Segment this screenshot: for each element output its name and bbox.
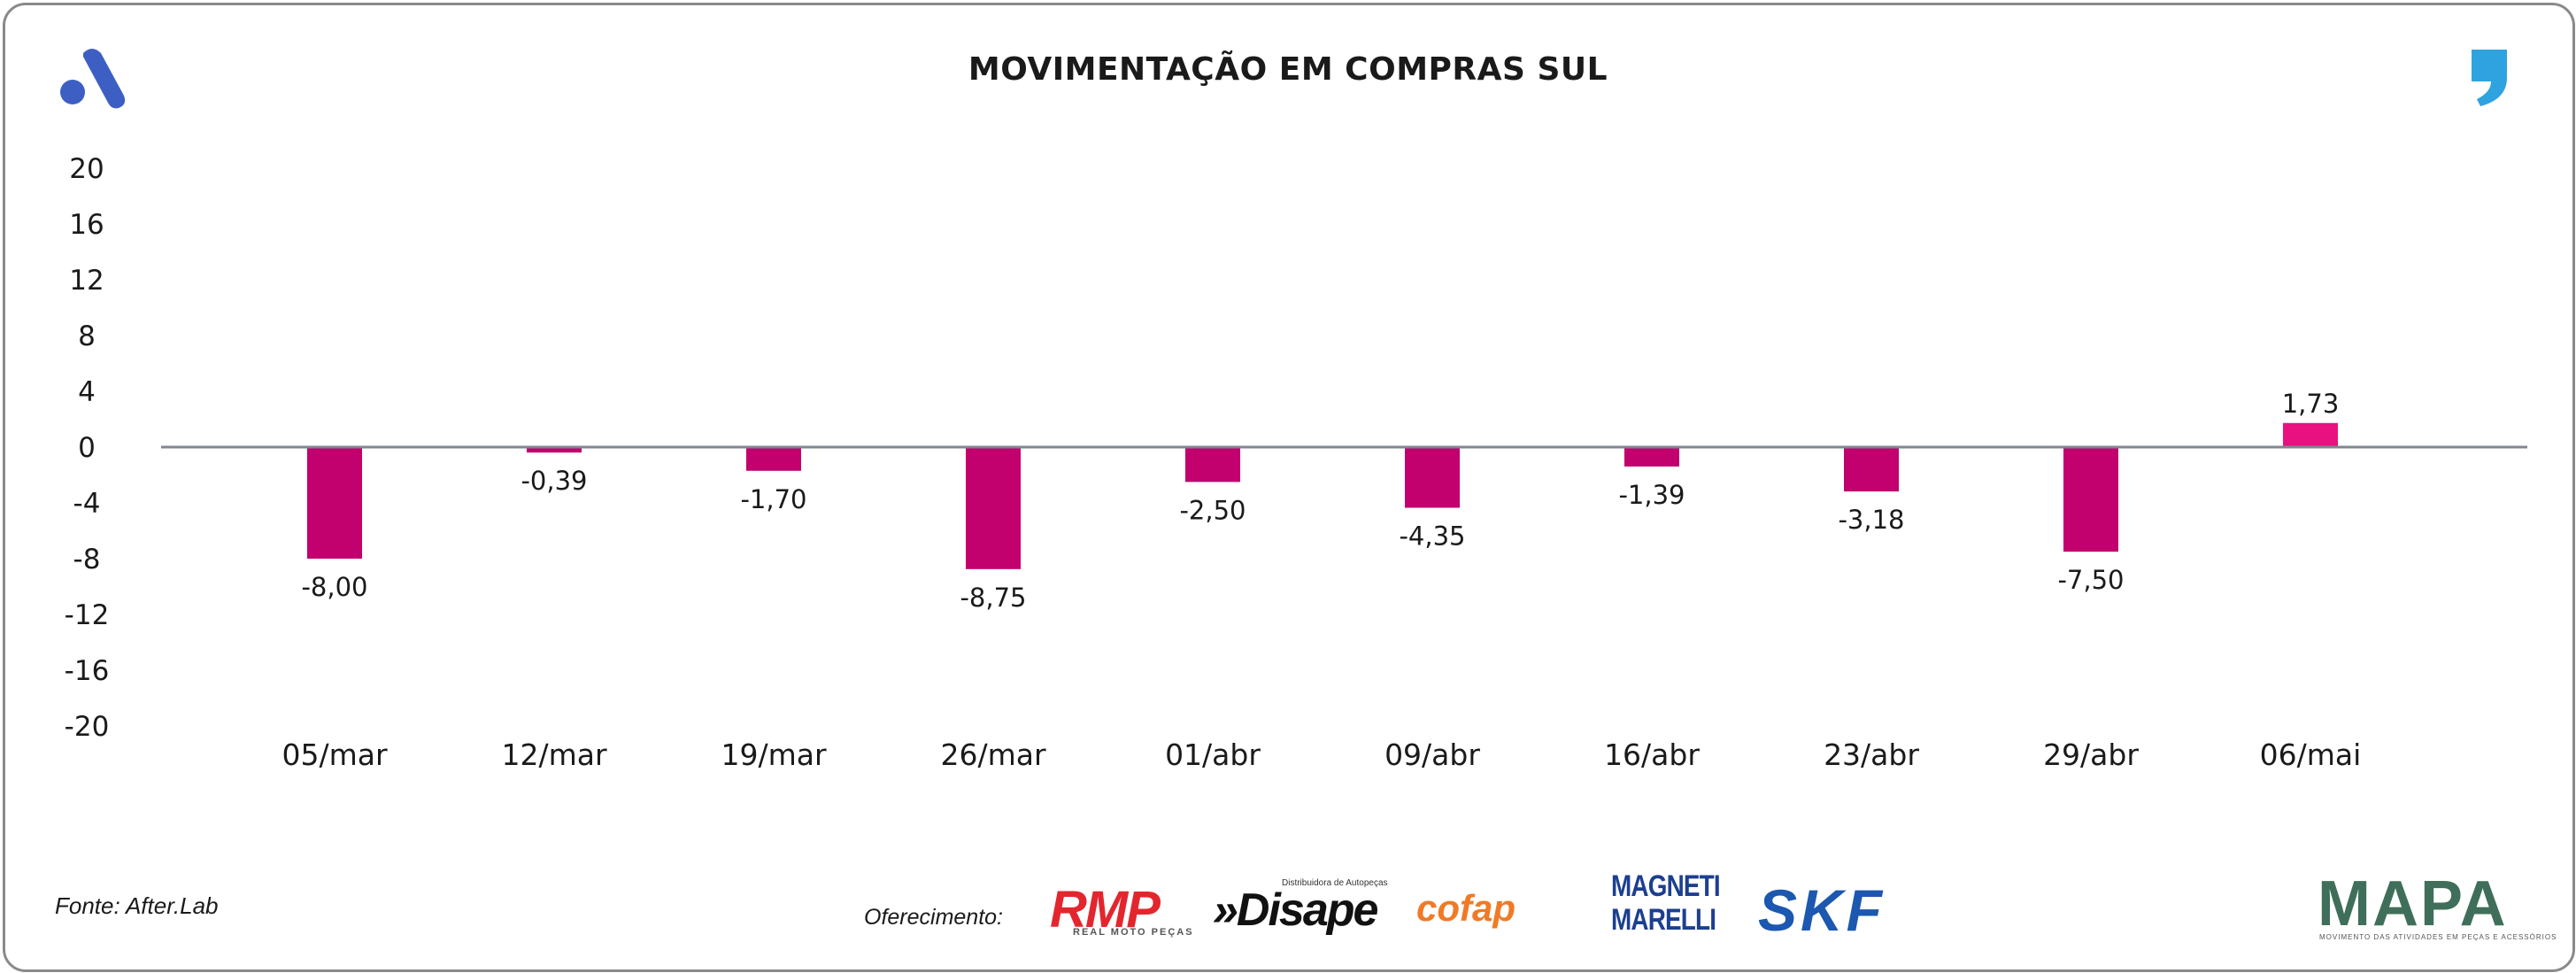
disape-logo: »Disape <box>1213 884 1378 936</box>
bar-26-mar <box>966 447 1021 569</box>
data-label: -8,00 <box>301 572 367 602</box>
skf-logo: SKF <box>1758 877 1886 943</box>
data-label: 1,73 <box>2282 389 2340 419</box>
bar-09-abr <box>1405 447 1460 508</box>
bar-29-abr <box>2063 447 2118 552</box>
y-axis: 20 16 12 8 4 0 -4 -8 -12 -16 -20 <box>65 153 110 743</box>
quote-comma-icon <box>2472 50 2507 106</box>
x-axis: 05/mar 12/mar 19/mar 26/mar 01/abr 09/abr 16/a… <box>282 737 2361 772</box>
disape-logo-subtitle: Distribuidora de Autopeças <box>1282 878 1388 888</box>
y-tick-label: 8 <box>78 320 96 352</box>
data-label: -1,70 <box>740 484 806 514</box>
data-label: -1,39 <box>1618 480 1685 510</box>
y-tick-label: 12 <box>69 265 104 297</box>
data-label: -2,50 <box>1179 495 1246 525</box>
x-tick-label: 29/abr <box>2043 737 2139 772</box>
y-tick-label: 0 <box>78 432 96 464</box>
data-label: -7,50 <box>2057 565 2124 595</box>
x-tick-label: 06/mai <box>2260 737 2362 772</box>
chart-frame <box>3 3 2575 972</box>
x-tick-label: 05/mar <box>282 737 387 772</box>
rmp-logo: RMP <box>1050 881 1161 938</box>
data-label: -4,35 <box>1399 521 1465 552</box>
x-tick-label: 19/mar <box>721 737 826 772</box>
rmp-logo-subtitle: REAL MOTO PEÇAS <box>1073 927 1194 938</box>
x-tick-label: 16/abr <box>1604 737 1700 772</box>
data-label: -3,18 <box>1838 505 1904 535</box>
bar-05-mar <box>307 447 362 559</box>
bar-01-abr <box>1185 447 1240 483</box>
brand-a-icon <box>60 49 126 109</box>
x-tick-label: 01/abr <box>1165 737 1261 772</box>
y-tick-label: 16 <box>69 209 104 241</box>
x-tick-label: 09/abr <box>1384 737 1480 772</box>
value-labels: -8,00 -0,39 -1,70 -8,75 -2,50 -4,35 -1,39 -3,18… <box>301 389 2339 613</box>
bar-19-mar <box>746 447 801 471</box>
x-tick-label: 26/mar <box>940 737 1045 772</box>
y-tick-label: 20 <box>69 153 104 185</box>
cofap-logo: cofap <box>1416 887 1516 929</box>
y-tick-label: -16 <box>65 655 110 687</box>
y-tick-label: -4 <box>73 488 101 520</box>
magneti-marelli-logo: MAGNETI MARELLI <box>1611 869 1721 937</box>
chart-title: MOVIMENTAÇÃO EM COMPRAS SUL <box>968 51 1608 88</box>
y-tick-label: -12 <box>65 599 110 631</box>
mapa-logo-subtitle: MOVIMENTO DAS ATIVIDADES EM PEÇAS E ACES… <box>2319 933 2557 941</box>
bar-06-mai <box>2283 422 2338 447</box>
data-label: -0,39 <box>521 466 587 496</box>
bar-16-abr <box>1624 447 1679 467</box>
y-tick-label: -20 <box>65 711 110 743</box>
bars-group <box>307 422 2338 569</box>
x-tick-label: 23/abr <box>1824 737 1919 772</box>
bar-23-abr <box>1844 447 1899 492</box>
mapa-logo: MAPA <box>2318 869 2508 939</box>
y-tick-label: -8 <box>73 544 101 575</box>
data-label: -8,75 <box>960 583 1026 613</box>
bar-12-mar <box>527 447 582 453</box>
sponsor-label: Oferecimento: <box>864 905 1004 930</box>
source-note: Fonte: After.Lab <box>55 892 219 919</box>
y-tick-label: 4 <box>78 376 96 408</box>
x-tick-label: 12/mar <box>501 737 606 772</box>
